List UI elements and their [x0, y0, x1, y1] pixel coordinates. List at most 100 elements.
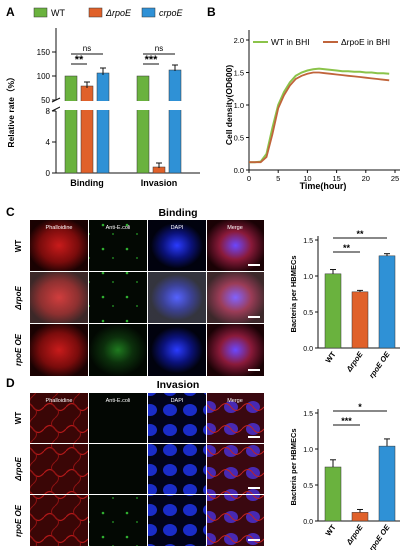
sig-label-binding-star: ** — [75, 54, 84, 66]
panel-a: WT ΔrpoE crpoE Relative rate（%） 50 100 1… — [6, 7, 200, 188]
ytick-label: 0.5 — [303, 310, 313, 317]
ytick-label: 1.0 — [303, 447, 313, 454]
bar — [324, 466, 342, 522]
ytick-label: 0.0 — [303, 346, 313, 353]
legend-swatch-rpoe — [88, 7, 103, 18]
col-label-phalloidine: Phalloidine — [46, 225, 73, 231]
col-label-dapi: DAPI — [171, 225, 184, 231]
col-label-phalloidine: Phalloidine — [46, 398, 73, 404]
ytick-label: 2.0 — [234, 36, 244, 45]
micrograph-d-rpoe-phalloidine — [30, 444, 88, 494]
sig-label-invasion-ns: ns — [155, 44, 163, 53]
xtick-label: rpoE OE — [367, 349, 392, 380]
micrograph-d-wt-merge — [207, 393, 264, 443]
micrograph-d-oe-merge — [207, 495, 264, 546]
row-label-rpoe: ΔrpoE — [14, 286, 23, 311]
xtick-label: 15 — [332, 174, 340, 183]
ytick-label: 0.0 — [234, 166, 244, 175]
panel-b-xlabel: Time(hour) — [300, 181, 347, 191]
micrograph-c-rpoe-merge — [207, 272, 264, 323]
bar — [324, 273, 342, 349]
micrograph-c-oe-antiecoli — [89, 324, 147, 376]
bar-binding-rpoe — [80, 85, 94, 174]
panel-letter-a: A — [6, 5, 15, 19]
panel-c-title: Binding — [158, 207, 197, 219]
bar — [351, 512, 369, 522]
micrograph-c-oe-dapi — [148, 324, 206, 376]
xtick-label: 0 — [247, 174, 251, 183]
legend-label-rpoe-bhi: ΔrpoE in BHI — [341, 37, 390, 47]
micrograph-c-wt-dapi — [148, 220, 206, 271]
legend-swatch-wt — [33, 7, 48, 18]
micrograph-d-wt-phalloidine — [30, 393, 88, 443]
row-label-oe: rpoE OE — [14, 333, 23, 366]
sig-label: ** — [356, 229, 364, 239]
sig-label: ** — [343, 243, 351, 253]
xtick-label: WT — [324, 350, 338, 365]
xtick-label: ΔrpoE — [344, 522, 365, 547]
series-line-wt — [249, 67, 390, 164]
bar — [378, 255, 396, 349]
col-label-antiecoli: Anti-E.coli — [106, 398, 131, 404]
bar-chart-ylabel: Bacteria per HBMECs — [289, 428, 298, 505]
ytick-label: 1.0 — [303, 274, 313, 281]
panel-b: WT in BHI ΔrpoE in BHI Cell density(OD60… — [224, 30, 400, 191]
xtick-label: 25 — [391, 174, 399, 183]
col-label-dapi: DAPI — [171, 398, 184, 404]
micrograph-d-wt-dapi — [148, 393, 206, 443]
xtick-label: 20 — [362, 174, 370, 183]
legend-label-rpoe: ΔrpoE — [105, 8, 132, 18]
ytick-label: 100 — [37, 72, 51, 81]
ytick-label: 0.5 — [303, 483, 313, 490]
ytick-label: 0.0 — [303, 519, 313, 526]
bar-binding-crpoe — [96, 72, 110, 174]
micrograph-d-oe-antiecoli — [89, 495, 147, 546]
bar-invasion-crpoe — [168, 69, 182, 174]
micrograph-d-rpoe-merge — [207, 444, 264, 494]
row-label-wt: WT — [14, 412, 23, 425]
micrograph-c-wt-phalloidine — [30, 220, 88, 271]
legend-swatch-crpoe — [141, 7, 156, 18]
panel-d-bar-chart: 0.0 0.5 1.0 1.5 Bacteria per HBMECs WT ΔrpoE rp… — [289, 402, 400, 550]
bar — [378, 445, 396, 522]
xtick-label: 10 — [303, 174, 311, 183]
col-label-antiecoli: Anti-E.coli — [106, 225, 131, 231]
micrograph-c-rpoe-phalloidine — [30, 272, 88, 323]
micrograph-c-rpoe-dapi — [148, 272, 206, 323]
group-label-invasion: Invasion — [141, 178, 178, 188]
legend-label-crpoe: crpoE — [159, 8, 184, 18]
micrograph-c-wt-merge — [207, 220, 264, 271]
legend-label-wt: WT — [51, 8, 65, 18]
panel-b-ylabel: Cell density(OD600) — [224, 65, 234, 145]
axis-break-gap — [60, 101, 185, 110]
micrograph-d-rpoe-antiecoli — [89, 444, 147, 494]
panel-c-bar-chart: 0.0 0.5 1.0 1.5 Bacteria per HBMECs WT ΔrpoE rp… — [289, 229, 400, 380]
micrograph-d-rpoe-dapi — [148, 444, 206, 494]
micrograph-d-oe-phalloidine — [30, 495, 88, 546]
xtick-label: 5 — [276, 174, 280, 183]
series-line-rpoe — [249, 71, 390, 164]
row-label-wt: WT — [14, 240, 23, 253]
ytick-label: 0.5 — [234, 134, 244, 143]
panel-a-ylabel: Relative rate（%） — [6, 72, 16, 147]
ytick-label: 4 — [46, 138, 51, 147]
panel-c: Binding Phalloidine Anti-E.coli DAPI Mer… — [14, 207, 264, 376]
sig-label-invasion-star: *** — [145, 54, 159, 66]
axis-break-mark — [51, 106, 61, 112]
micrograph-c-wt-antiecoli — [89, 220, 147, 271]
xtick-label: ΔrpoE — [344, 349, 365, 374]
panel-letter-b: B — [207, 5, 216, 19]
panel-d: Invasion Phalloidine Anti-E.coli DAPI Me… — [14, 379, 264, 546]
row-label-oe: rpoE OE — [14, 504, 23, 537]
sig-label: * — [358, 402, 362, 412]
ytick-label: 150 — [37, 48, 51, 57]
group-label-binding: Binding — [70, 178, 104, 188]
panel-letter-c: C — [6, 205, 15, 219]
xtick-label: rpoE OE — [367, 522, 392, 550]
xtick-label: WT — [324, 523, 338, 538]
col-label-merge: Merge — [227, 398, 243, 404]
micrograph-d-oe-dapi — [148, 495, 206, 546]
bar-chart-ylabel: Bacteria per HBMECs — [289, 255, 298, 332]
ytick-label: 1.5 — [303, 238, 313, 245]
